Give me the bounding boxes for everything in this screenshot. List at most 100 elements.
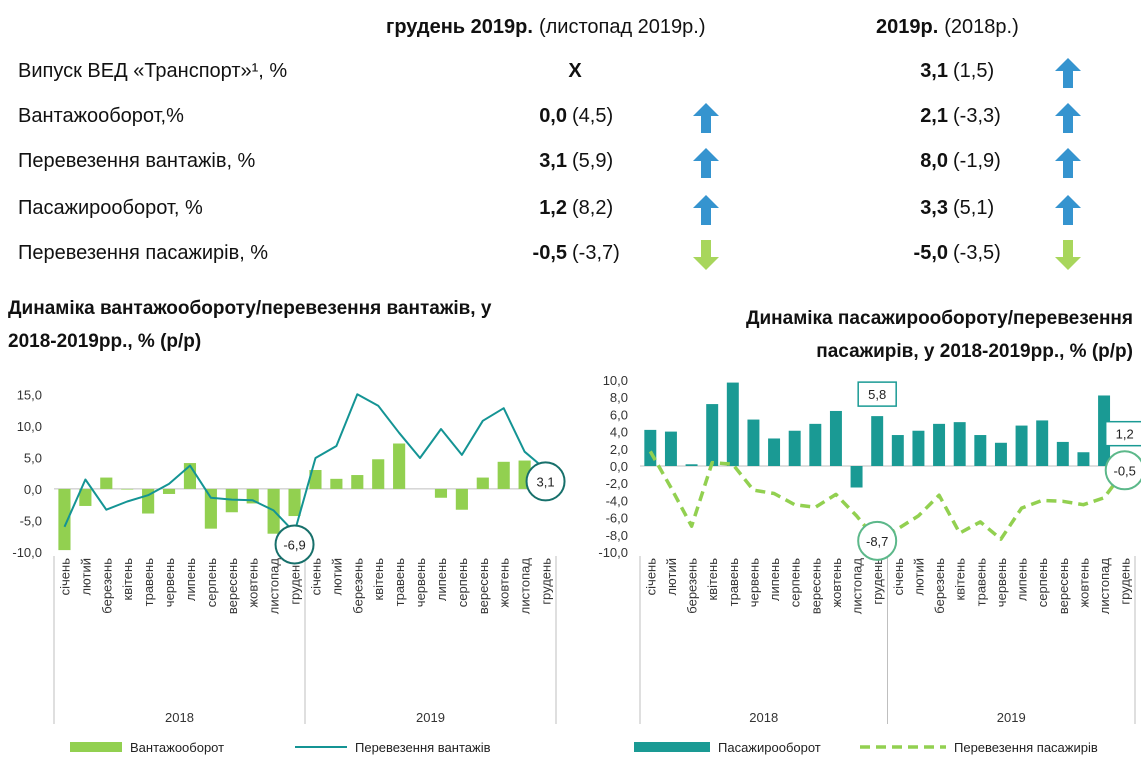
group-label: 2019 bbox=[416, 710, 445, 725]
cell-value: 3,1 bbox=[539, 150, 567, 172]
x-tick-label: січень bbox=[643, 558, 658, 596]
bar bbox=[58, 488, 71, 551]
data-label: 3,1 bbox=[537, 474, 555, 489]
cell-value: 8,0 bbox=[920, 150, 948, 172]
y-tick-label: 0,0 bbox=[24, 482, 42, 497]
x-tick-label: травень bbox=[973, 558, 988, 607]
x-tick-label: жовтень bbox=[246, 558, 261, 608]
x-tick-label: листопад bbox=[1097, 558, 1112, 615]
bar bbox=[891, 435, 904, 466]
bar bbox=[1098, 395, 1111, 466]
y-tick-label: 10,0 bbox=[17, 419, 42, 434]
group-label: 2018 bbox=[749, 710, 778, 725]
cell-value: -5,0 bbox=[913, 242, 948, 264]
x-tick-label: липень bbox=[1015, 558, 1030, 601]
x-tick-label: лютий bbox=[78, 558, 93, 596]
legend-swatch bbox=[634, 742, 710, 752]
x-tick-label: червень bbox=[413, 558, 428, 607]
data-label: 5,8 bbox=[868, 387, 886, 402]
chart-title: Динаміка пасажирообороту/перевезення пас… bbox=[745, 308, 1133, 362]
label-box bbox=[1104, 420, 1141, 447]
cell-compare: (-3,5) bbox=[953, 242, 1001, 264]
cell-value: 3,1 bbox=[920, 60, 948, 82]
cell-compare: (-3,3) bbox=[953, 105, 1001, 127]
x-tick-label: січень bbox=[308, 558, 323, 596]
x-tick-label: березень bbox=[685, 558, 700, 614]
x-tick-label: грудень bbox=[539, 558, 554, 605]
x-tick-label: червень bbox=[162, 558, 177, 607]
legend-label: Перевезення пасажирів bbox=[954, 740, 1098, 755]
x-tick-label: січень bbox=[891, 558, 906, 596]
bar bbox=[829, 410, 842, 466]
bar bbox=[726, 382, 739, 466]
x-tick-label: квітень bbox=[120, 558, 135, 601]
x-tick-label: вересень bbox=[225, 558, 240, 614]
x-tick-label: серпень bbox=[788, 558, 803, 607]
x-tick-label: березень bbox=[932, 558, 947, 614]
data-label: -6,9 bbox=[283, 537, 305, 552]
x-tick-label: квітень bbox=[953, 558, 968, 601]
bar bbox=[912, 430, 925, 466]
cell-compare: (1,5) bbox=[953, 60, 995, 82]
cell-compare: (-3,7) bbox=[572, 242, 620, 264]
y-tick-label: -4,0 bbox=[606, 493, 628, 508]
chart-title: Динаміка вантажообороту/перевезення вант… bbox=[8, 298, 492, 352]
bar bbox=[685, 464, 698, 466]
y-tick-label: 6,0 bbox=[610, 407, 628, 422]
y-tick-label: 2,0 bbox=[610, 442, 628, 457]
x-tick-label: травень bbox=[726, 558, 741, 607]
y-tick-label: 0,0 bbox=[610, 459, 628, 474]
bar bbox=[706, 404, 719, 466]
x-tick-label: квітень bbox=[705, 558, 720, 601]
x-tick-label: лютий bbox=[911, 558, 926, 596]
x-tick-label: вересень bbox=[808, 558, 823, 614]
bar bbox=[393, 443, 406, 489]
cell-value: 2,1 bbox=[920, 105, 948, 127]
x-tick-label: вересень bbox=[1056, 558, 1071, 614]
x-tick-label: липень bbox=[434, 558, 449, 601]
x-tick-label: січень bbox=[57, 558, 72, 596]
x-tick-label: червень bbox=[746, 558, 761, 607]
bar bbox=[79, 488, 92, 506]
x-tick-label: квітень bbox=[371, 558, 386, 601]
bar bbox=[933, 423, 946, 466]
legend-label: Пасажирооборот bbox=[718, 740, 821, 755]
header-compare: (2018р.) bbox=[944, 16, 1019, 38]
x-tick-label: березень bbox=[350, 558, 365, 614]
x-tick-label: березень bbox=[99, 558, 114, 614]
cell-compare: (5,1) bbox=[953, 197, 995, 219]
row-label: Перевезення вантажів, % bbox=[18, 150, 256, 172]
x-tick-label: вересень bbox=[476, 558, 491, 614]
y-tick-label: 4,0 bbox=[610, 425, 628, 440]
arrow-up bbox=[1055, 103, 1081, 133]
bar bbox=[747, 419, 760, 466]
bar bbox=[351, 475, 364, 489]
x-tick-label: серпень bbox=[455, 558, 470, 607]
x-tick-label: червень bbox=[994, 558, 1009, 607]
y-tick-label: -2,0 bbox=[606, 476, 628, 491]
arrow-down bbox=[693, 240, 719, 270]
header-period: 2019р. bbox=[876, 16, 939, 38]
bar bbox=[1056, 441, 1069, 466]
bar bbox=[788, 430, 801, 466]
y-tick-label: -5,0 bbox=[20, 513, 42, 528]
label-circle bbox=[1104, 450, 1141, 491]
bar bbox=[768, 438, 781, 466]
x-tick-label: грудень bbox=[1118, 558, 1133, 605]
arrow-up bbox=[1055, 195, 1081, 225]
x-tick-label: липень bbox=[767, 558, 782, 601]
cell-value: 1,2 bbox=[539, 197, 567, 219]
x-tick-label: листопад bbox=[267, 558, 282, 615]
group-label: 2019 bbox=[997, 710, 1026, 725]
label-circle bbox=[274, 524, 315, 565]
x-tick-label: травень bbox=[141, 558, 156, 607]
bar bbox=[1036, 420, 1049, 466]
column-header: 2019р. (2018р.) bbox=[876, 16, 1019, 39]
cell-compare: (8,2) bbox=[572, 197, 614, 219]
bar bbox=[372, 459, 385, 489]
bar bbox=[476, 477, 489, 489]
arrow-down bbox=[1055, 240, 1081, 270]
y-tick-label: 10,0 bbox=[603, 373, 628, 388]
bar bbox=[434, 488, 448, 498]
